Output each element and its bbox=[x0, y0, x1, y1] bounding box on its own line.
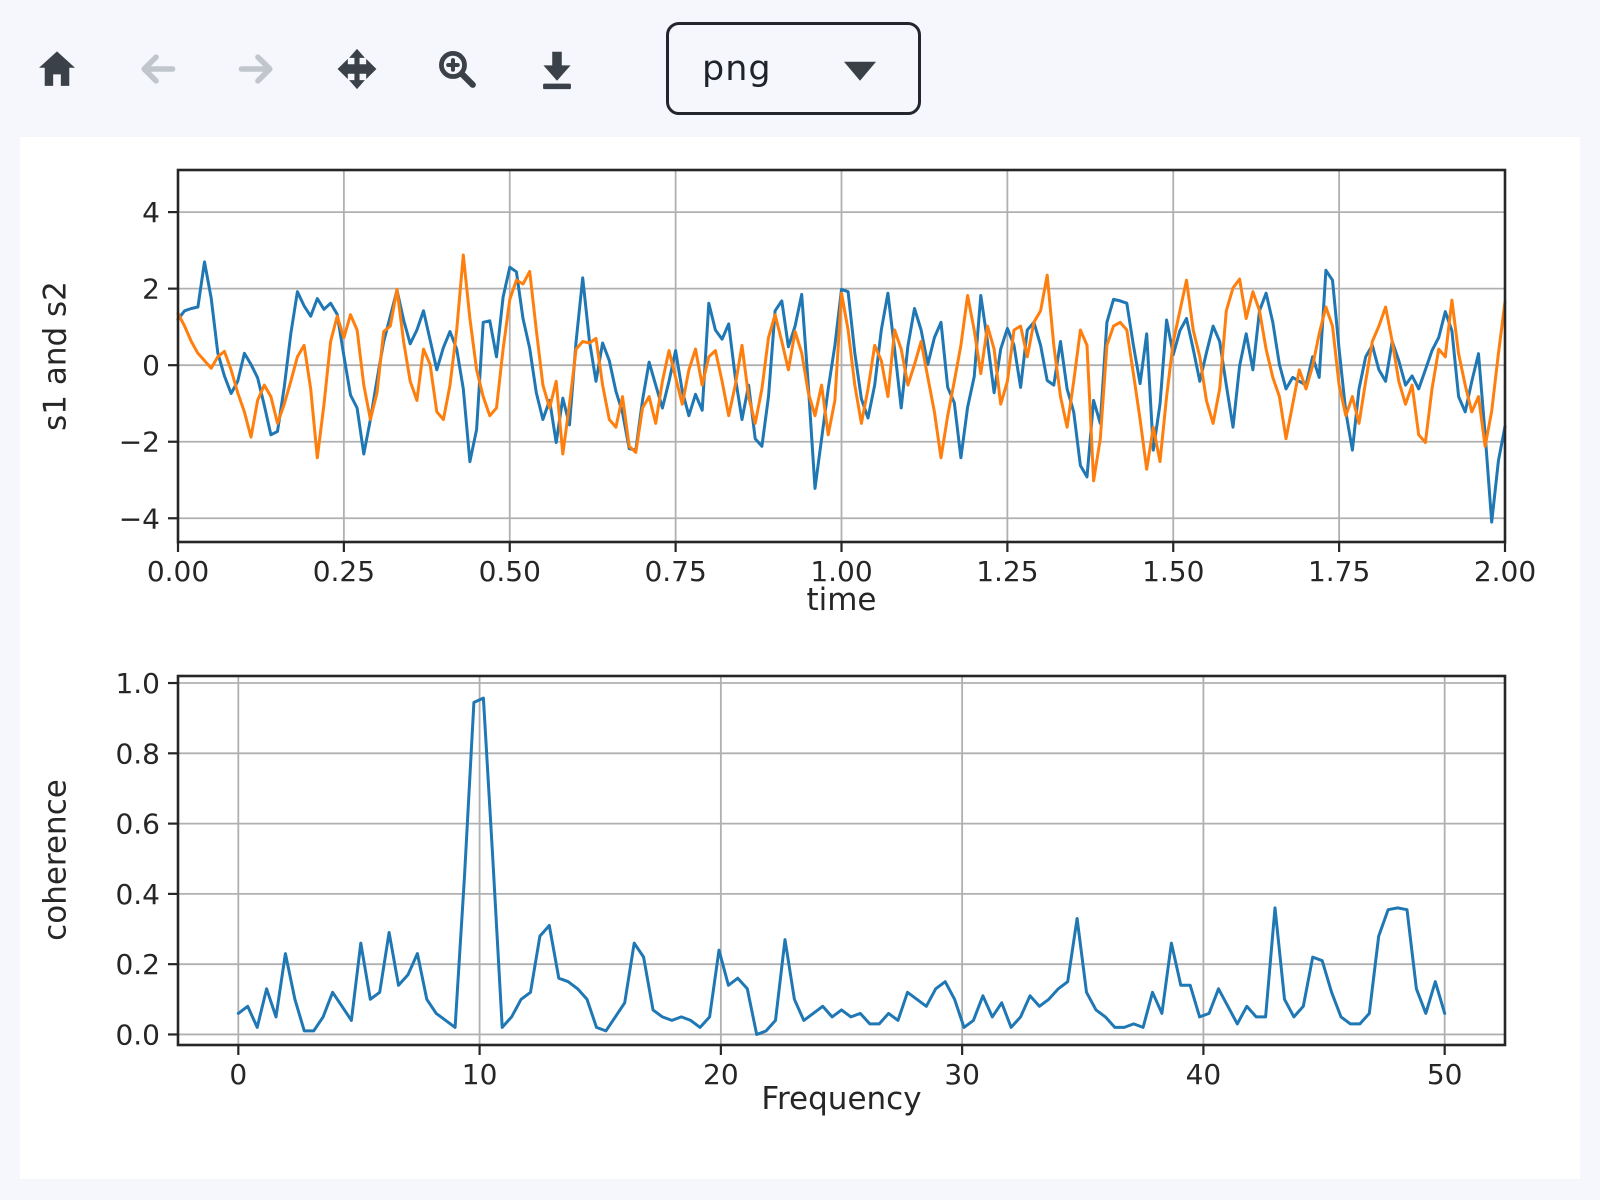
download-icon bbox=[543, 51, 571, 89]
download-button[interactable] bbox=[529, 41, 585, 97]
forward-button[interactable] bbox=[229, 41, 285, 97]
move-icon bbox=[337, 48, 377, 89]
zoom-button[interactable] bbox=[429, 41, 485, 97]
arrow-right-icon bbox=[238, 53, 273, 84]
arrow-left-icon bbox=[141, 53, 176, 84]
zoom-in-icon bbox=[439, 50, 476, 88]
figure-canvas[interactable] bbox=[20, 137, 1580, 1179]
format-select[interactable]: png bbox=[666, 22, 921, 115]
pan-button[interactable] bbox=[329, 41, 385, 97]
home-button[interactable] bbox=[29, 41, 85, 97]
figure-toolbar: png bbox=[0, 0, 1600, 137]
back-button[interactable] bbox=[129, 41, 185, 97]
caret-down-icon bbox=[844, 61, 876, 81]
home-icon bbox=[39, 50, 75, 86]
format-select-value: png bbox=[702, 48, 772, 89]
